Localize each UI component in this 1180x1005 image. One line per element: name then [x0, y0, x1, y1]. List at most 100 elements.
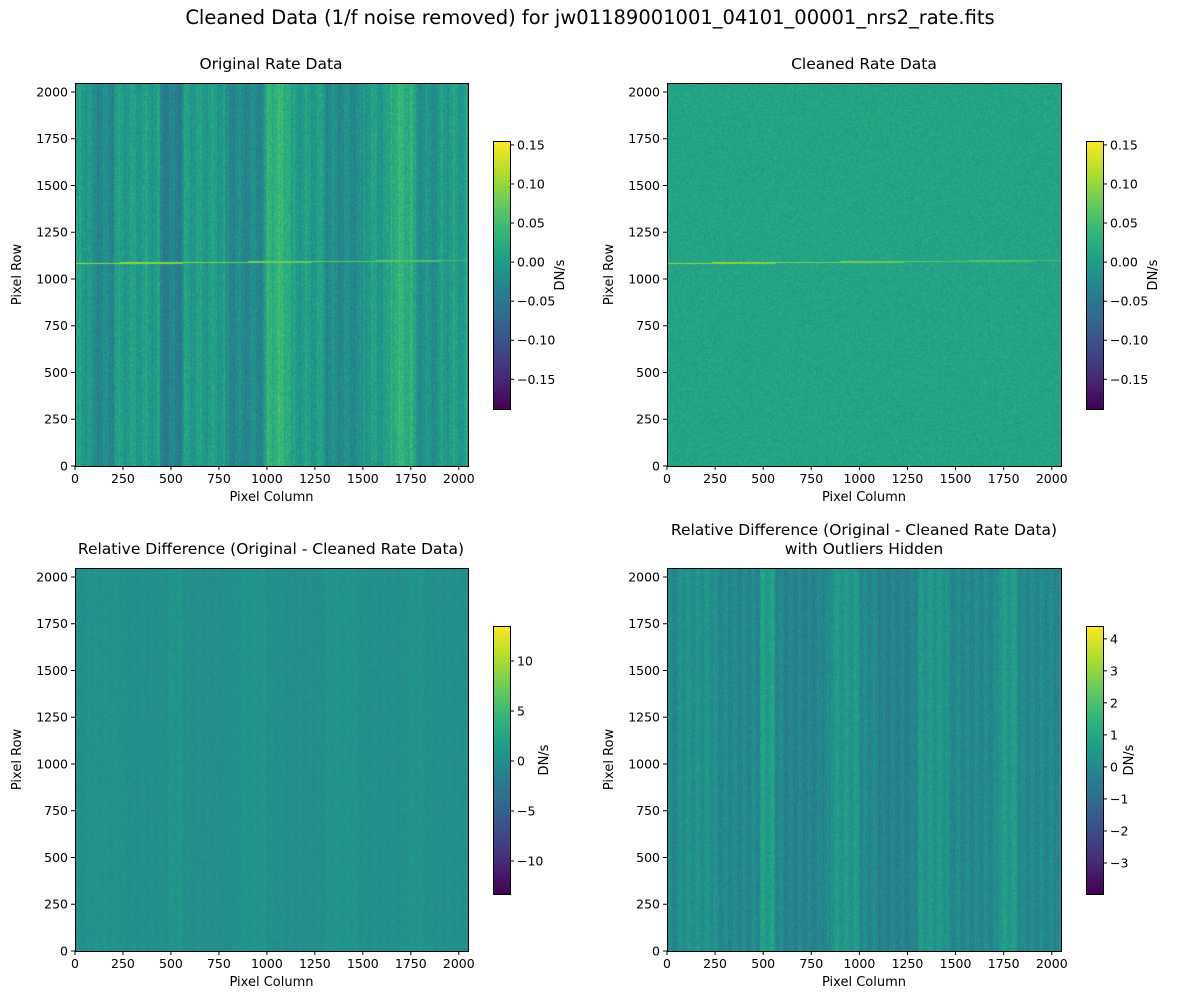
- y-tick-label: 1500: [36, 663, 68, 678]
- colorbar-tick-label: −0.15: [1110, 372, 1148, 387]
- x-tick-label: 1250: [299, 471, 331, 486]
- x-tick-label: 500: [751, 471, 775, 486]
- colorbar-tick-label: 0.00: [517, 255, 545, 270]
- colorbar-label: DN/s: [537, 744, 552, 775]
- y-tick-label: 250: [636, 412, 660, 427]
- y-tick-label: 0: [652, 459, 660, 474]
- y-tick-label: 250: [636, 897, 660, 912]
- figure-title: Cleaned Data (1/f noise removed) for jw0…: [185, 6, 995, 29]
- colorbar-tick-label: 0.10: [517, 176, 545, 191]
- y-tick-label: 1750: [628, 616, 660, 631]
- y-tick-label: 750: [636, 318, 660, 333]
- colorbar-tick-label: 4: [1110, 631, 1118, 646]
- axes-frame: [667, 83, 1062, 467]
- x-tick-label: 1250: [892, 471, 924, 486]
- y-tick-label: 1250: [628, 225, 660, 240]
- heatmap-image-3: [75, 568, 468, 951]
- colorbar-tick-label: −0.10: [517, 333, 555, 348]
- colorbar-tick-label: −0.05: [1110, 294, 1148, 309]
- x-axis-label: Pixel Column: [230, 975, 314, 990]
- y-tick-label: 1000: [36, 756, 68, 771]
- heatmap-image-1: [75, 83, 468, 466]
- x-axis-label: Pixel Column: [822, 490, 906, 505]
- colorbar-tick-label: 2: [1110, 695, 1118, 710]
- y-tick-label: 250: [44, 412, 68, 427]
- y-tick-label: 750: [636, 803, 660, 818]
- colorbar-1: [493, 141, 510, 409]
- x-tick-label: 0: [663, 471, 671, 486]
- x-tick-label: 750: [799, 471, 823, 486]
- y-tick-label: 1750: [36, 616, 68, 631]
- y-tick-label: 1750: [36, 131, 68, 146]
- x-tick-label: 0: [71, 956, 79, 971]
- x-tick-label: 1750: [395, 471, 427, 486]
- panel-title-line2: with Outliers Hidden: [785, 540, 943, 558]
- colorbar-tick-label: 0.05: [1110, 216, 1138, 231]
- y-tick-label: 2000: [36, 569, 68, 584]
- heatmap-image-2: [667, 83, 1061, 466]
- colorbar-4: [1086, 626, 1103, 894]
- y-tick-label: 0: [652, 944, 660, 959]
- x-tick-label: 1500: [347, 471, 379, 486]
- x-tick-label: 1500: [347, 956, 379, 971]
- x-tick-label: 2000: [1036, 956, 1068, 971]
- y-axis-label: Pixel Row: [602, 244, 617, 306]
- y-tick-label: 1750: [628, 131, 660, 146]
- x-tick-label: 250: [111, 471, 135, 486]
- y-axis-label: Pixel Row: [10, 729, 25, 791]
- colorbar-tick-label: 3: [1110, 663, 1118, 678]
- x-tick-label: 1750: [988, 956, 1020, 971]
- x-tick-label: 2000: [443, 471, 475, 486]
- y-tick-label: 250: [44, 897, 68, 912]
- colorbar-label: DN/s: [1122, 744, 1137, 775]
- colorbar-tick-label: 0: [517, 754, 525, 769]
- x-tick-label: 500: [159, 956, 183, 971]
- x-tick-label: 250: [703, 956, 727, 971]
- y-tick-label: 2000: [628, 84, 660, 99]
- colorbar-tick-label: 5: [517, 704, 525, 719]
- y-tick-label: 1500: [36, 178, 68, 193]
- x-tick-label: 250: [111, 956, 135, 971]
- axes-frame: [75, 83, 469, 467]
- colorbar-tick-label: −5: [517, 804, 535, 819]
- y-tick-label: 500: [636, 365, 660, 380]
- x-tick-label: 1000: [843, 471, 875, 486]
- y-tick-label: 750: [44, 803, 68, 818]
- x-tick-label: 750: [207, 956, 231, 971]
- colorbar-tick-label: 10: [517, 654, 533, 669]
- x-tick-label: 500: [159, 471, 183, 486]
- x-tick-label: 1000: [843, 956, 875, 971]
- colorbar-tick-label: −2: [1110, 823, 1128, 838]
- axes-frame: [667, 568, 1062, 952]
- colorbar-label: DN/s: [1146, 259, 1161, 290]
- y-tick-label: 1000: [628, 756, 660, 771]
- colorbar-frame: [493, 626, 511, 895]
- colorbar-tick-label: 1: [1110, 727, 1118, 742]
- x-tick-label: 1250: [892, 956, 924, 971]
- y-tick-label: 2000: [628, 569, 660, 584]
- colorbar-tick-label: −0.05: [517, 294, 555, 309]
- y-tick-label: 500: [44, 365, 68, 380]
- x-tick-label: 1750: [395, 956, 427, 971]
- y-tick-label: 1250: [36, 225, 68, 240]
- x-tick-label: 500: [751, 956, 775, 971]
- x-tick-label: 1000: [251, 471, 283, 486]
- x-tick-label: 750: [799, 956, 823, 971]
- colorbar-frame: [1086, 141, 1104, 410]
- panel-title: Relative Difference (Original - Cleaned …: [671, 521, 1057, 539]
- colorbar-tick-label: −0.15: [517, 372, 555, 387]
- panel-title: Original Rate Data: [199, 55, 342, 73]
- colorbar-3: [493, 626, 510, 894]
- y-axis-label: Pixel Row: [602, 729, 617, 791]
- colorbar-label: DN/s: [553, 259, 568, 290]
- y-tick-label: 500: [636, 850, 660, 865]
- panel-title: Cleaned Rate Data: [791, 55, 937, 73]
- x-tick-label: 1750: [988, 471, 1020, 486]
- colorbar-tick-label: −1: [1110, 791, 1128, 806]
- x-tick-label: 1250: [299, 956, 331, 971]
- y-tick-label: 2000: [36, 84, 68, 99]
- colorbar-tick-label: −10: [517, 854, 543, 869]
- colorbar-frame: [493, 141, 511, 410]
- x-axis-label: Pixel Column: [230, 490, 314, 505]
